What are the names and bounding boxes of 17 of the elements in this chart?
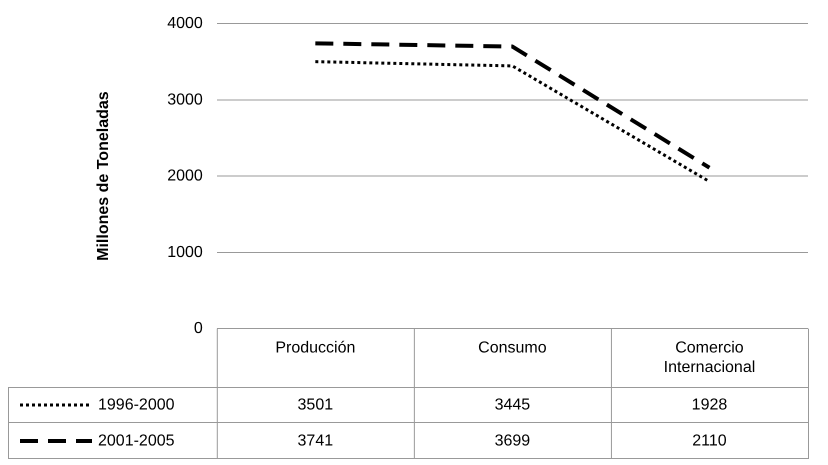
x-tick-label: Comercio Internacional <box>664 340 756 376</box>
y-axis-title: Millones de Toneladas <box>95 91 112 261</box>
legend-label: 1996-2000 <box>98 396 175 414</box>
data-label: 2110 <box>692 432 727 450</box>
y-tick-label: 1000 <box>167 244 203 261</box>
data-label: 3445 <box>494 396 530 414</box>
y-tick-label: 2000 <box>167 168 203 185</box>
x-tick-label: Producción <box>275 340 356 357</box>
legend-label: 2001-2005 <box>98 432 175 450</box>
data-label: 3699 <box>494 432 530 450</box>
data-label: 1928 <box>692 396 728 414</box>
y-tick-label: 4000 <box>167 15 203 32</box>
y-tick-label: 3000 <box>167 91 203 108</box>
data-label: 3741 <box>298 432 334 450</box>
y-tick-label: 0 <box>194 320 203 338</box>
data-label: 3501 <box>298 396 334 414</box>
x-tick-label: Consumo <box>478 340 547 357</box>
